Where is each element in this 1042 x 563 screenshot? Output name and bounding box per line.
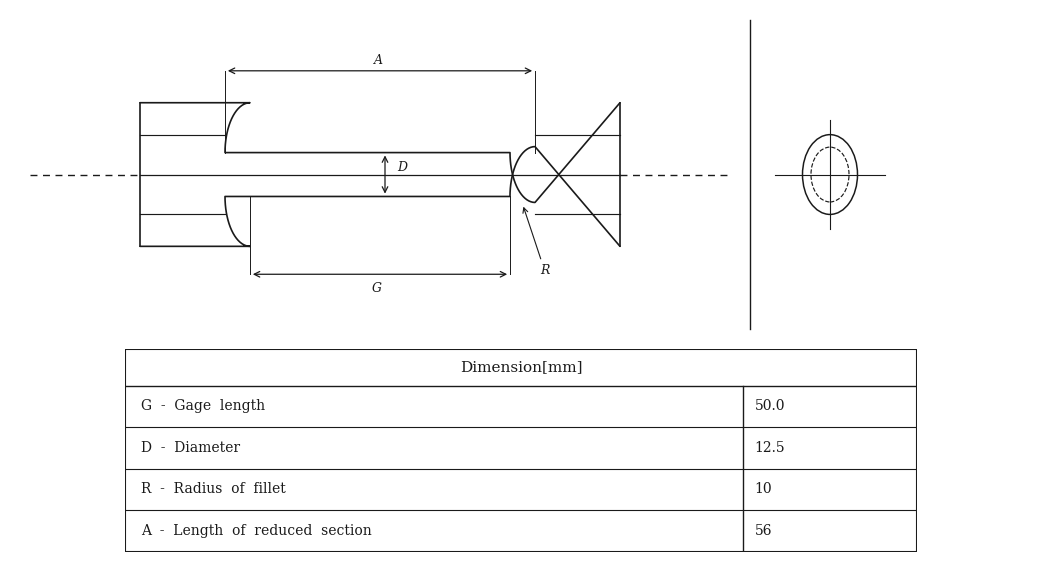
Text: D  -  Diameter: D - Diameter xyxy=(141,441,240,455)
Text: 50.0: 50.0 xyxy=(754,399,785,413)
Text: 56: 56 xyxy=(754,524,772,538)
Text: A  -  Length  of  reduced  section: A - Length of reduced section xyxy=(141,524,372,538)
Text: Dimension[mm]: Dimension[mm] xyxy=(460,360,582,374)
Text: G: G xyxy=(372,282,382,295)
Text: R  -  Radius  of  fillet: R - Radius of fillet xyxy=(141,482,286,497)
Text: 12.5: 12.5 xyxy=(754,441,786,455)
Text: D: D xyxy=(397,160,407,173)
Text: G  -  Gage  length: G - Gage length xyxy=(141,399,265,413)
FancyBboxPatch shape xyxy=(125,349,917,552)
Text: A: A xyxy=(374,54,383,67)
Text: R: R xyxy=(523,208,549,277)
Text: 10: 10 xyxy=(754,482,772,497)
